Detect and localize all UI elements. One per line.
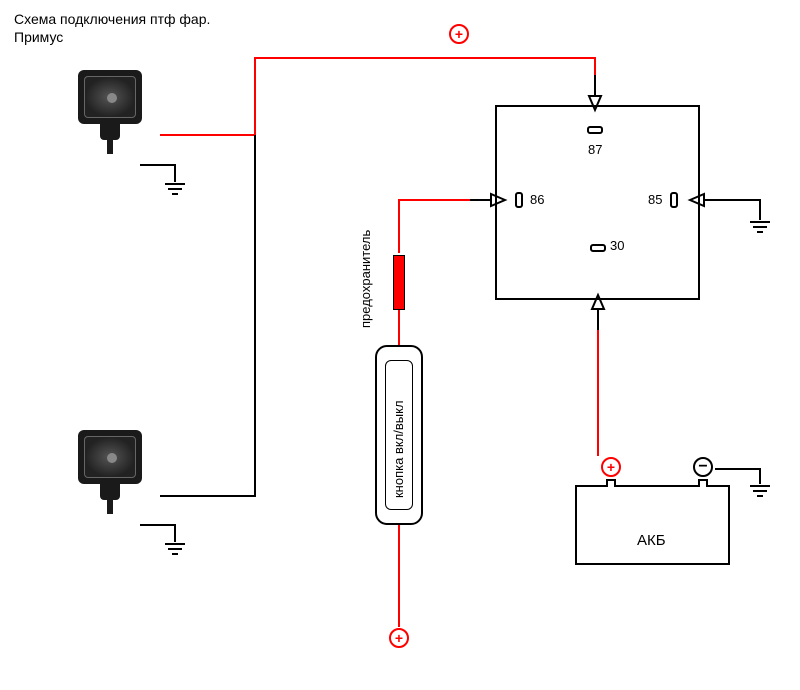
lamp-bolt <box>107 140 113 154</box>
relay-label-30: 30 <box>610 238 624 253</box>
lamp-bulb-icon <box>107 453 117 463</box>
fuse <box>393 255 405 310</box>
relay-label-85: 85 <box>648 192 662 207</box>
lamp-mount <box>100 124 120 140</box>
relay-pin-85 <box>670 192 678 208</box>
plus-icon-battery: + <box>601 457 621 477</box>
lamp-bolt <box>107 500 113 514</box>
lamp-bulb-icon <box>107 93 117 103</box>
lamp-body <box>78 430 142 484</box>
relay-label-87: 87 <box>588 142 602 157</box>
battery-post-minus <box>698 479 708 487</box>
plus-icon-bottom: + <box>389 628 409 648</box>
lamp-body <box>78 70 142 124</box>
fog-lamp-2 <box>70 430 150 520</box>
plus-icon-top: + <box>449 24 469 44</box>
minus-icon-battery: − <box>693 457 713 477</box>
relay-pin-30 <box>590 244 606 252</box>
lamp-lens <box>84 76 136 118</box>
relay-label-86: 86 <box>530 192 544 207</box>
lamp-lens <box>84 436 136 478</box>
battery-post-plus <box>606 479 616 487</box>
switch-label: кнопка вкл/выкл <box>391 373 406 498</box>
battery-label: АКБ <box>637 532 666 549</box>
battery-box <box>575 485 730 565</box>
fog-lamp-1 <box>70 70 150 160</box>
relay-pin-87 <box>587 126 603 134</box>
fuse-label: предохранитель <box>358 198 373 328</box>
lamp-mount <box>100 484 120 500</box>
relay-pin-86 <box>515 192 523 208</box>
